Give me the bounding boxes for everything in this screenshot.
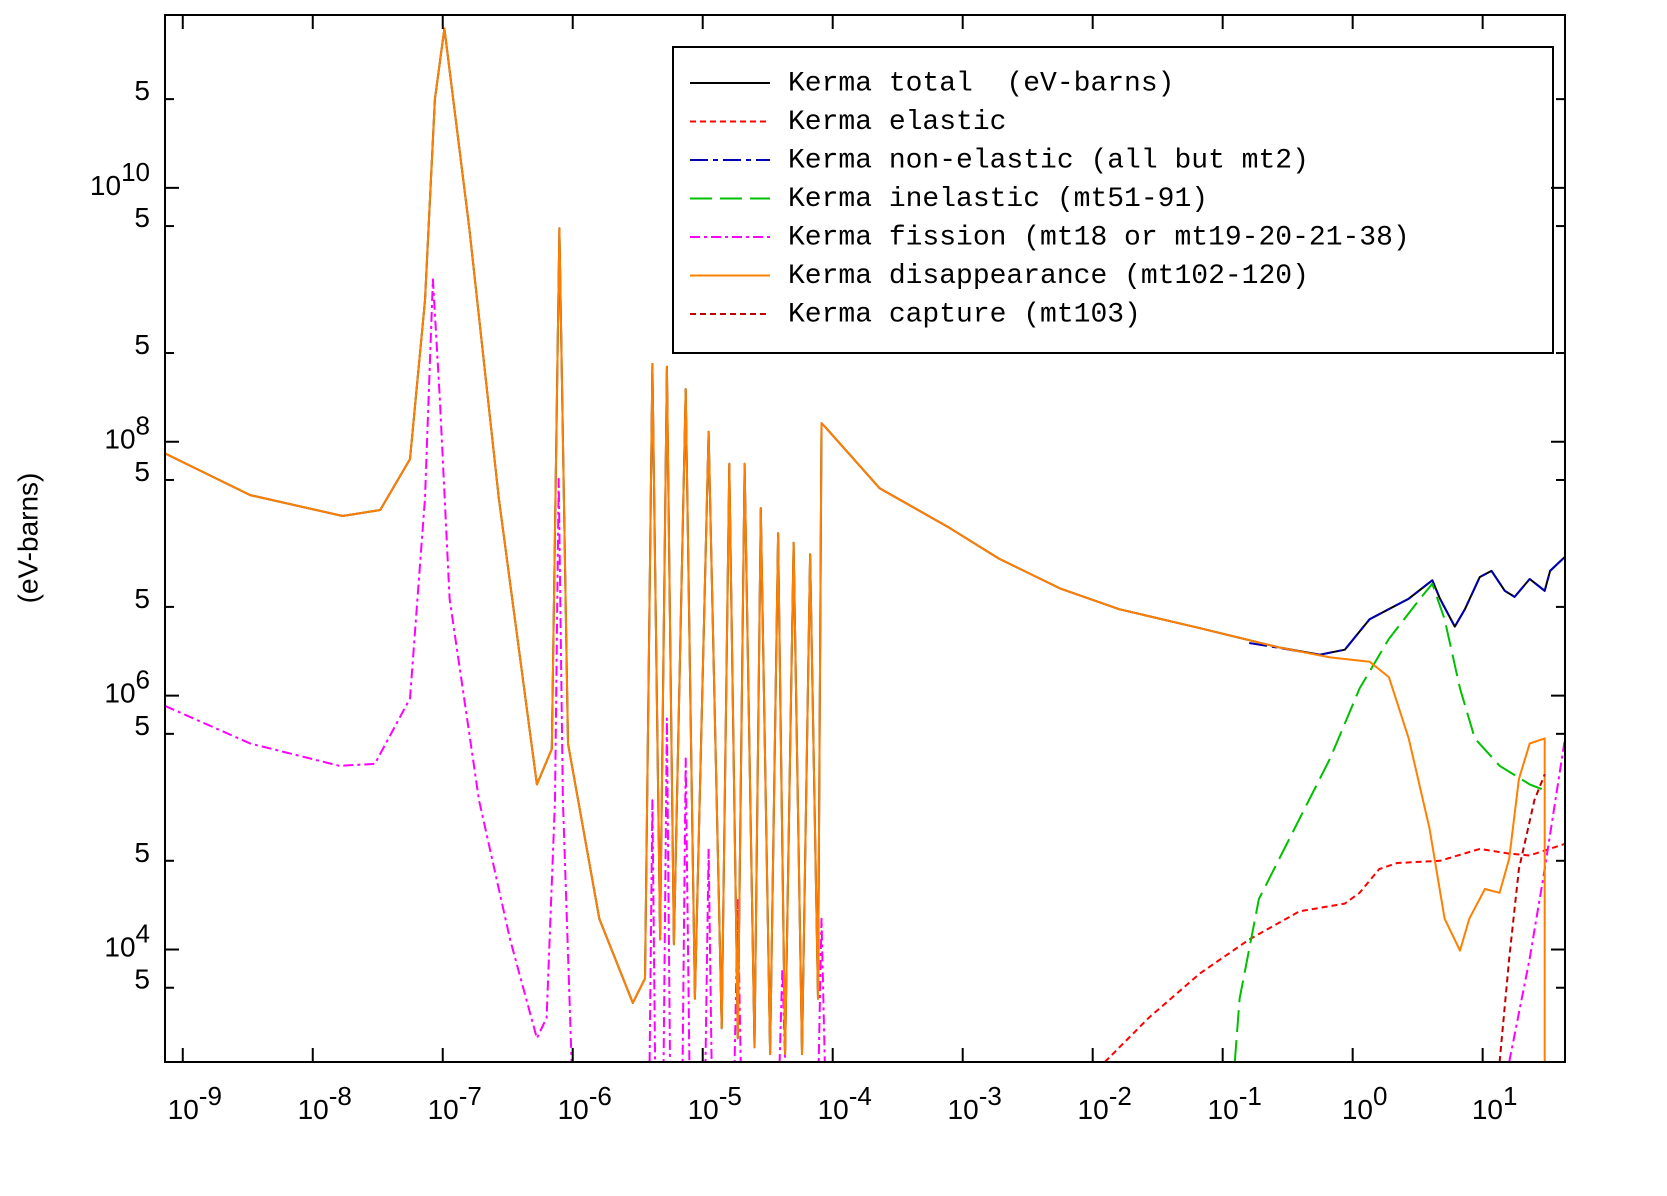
x-tick-label: 10-7 <box>428 1081 482 1126</box>
x-tick-label: 10-3 <box>948 1081 1002 1126</box>
y-tick-label: 5 <box>134 202 150 233</box>
legend-label: Kerma capture (mt103) <box>788 299 1141 330</box>
x-tick-label-base: 10 <box>688 1094 719 1125</box>
y-tick-label-base: 10 <box>104 678 135 709</box>
x-tick-label: 10-2 <box>1078 1081 1132 1126</box>
x-tick-label-exponent: -6 <box>589 1081 612 1111</box>
x-tick-label-base: 10 <box>428 1094 459 1125</box>
x-tick-label-exponent: -9 <box>199 1081 222 1111</box>
y-tick-label-exponent: 4 <box>136 918 150 948</box>
y-tick-label-base: 10 <box>90 170 121 201</box>
x-tick-label: 10-4 <box>818 1081 872 1126</box>
y-tick-label-base: 10 <box>104 424 135 455</box>
y-tick-label-base: 5 <box>134 964 150 995</box>
x-tick-label-base: 10 <box>298 1094 329 1125</box>
y-tick-label: 5 <box>134 964 150 995</box>
y-tick-label: 104 <box>104 918 150 963</box>
plot-area <box>165 27 1565 1062</box>
series-line <box>1249 556 1565 656</box>
y-tick-label: 5 <box>134 710 150 741</box>
x-tick-label-base: 10 <box>1342 1094 1373 1125</box>
legend-label: Kerma disappearance (mt102-120) <box>788 261 1309 292</box>
y-tick-label-base: 5 <box>134 76 150 107</box>
x-tick-label-exponent: -2 <box>1109 1081 1132 1111</box>
x-tick-label: 101 <box>1472 1081 1518 1126</box>
y-tick-label-exponent: 8 <box>136 411 150 441</box>
y-tick-label-base: 5 <box>134 202 150 233</box>
legend-label: Kerma non-elastic (all but mt2) <box>788 145 1309 176</box>
y-tick-label-exponent: 6 <box>136 665 150 695</box>
x-tick-label-exponent: 1 <box>1503 1081 1517 1111</box>
x-tick-label: 10-8 <box>298 1081 352 1126</box>
y-tick-label: 1010 <box>90 157 150 202</box>
y-tick-label-base: 5 <box>134 837 150 868</box>
x-tick-label: 10-6 <box>558 1081 612 1126</box>
series-line <box>165 278 1565 1062</box>
x-tick-label: 10-1 <box>1208 1081 1262 1126</box>
series-line <box>1233 582 1546 1062</box>
y-tick-label-base: 5 <box>134 456 150 487</box>
legend-label: Kerma elastic <box>788 107 1006 138</box>
series-line <box>1104 842 1565 1062</box>
y-tick-label: 5 <box>134 837 150 868</box>
y-tick-label: 5 <box>134 456 150 487</box>
series-line <box>165 27 1546 1062</box>
x-tick-label-exponent: -7 <box>459 1081 482 1111</box>
y-tick-label: 5 <box>134 76 150 107</box>
legend-box <box>672 46 1554 354</box>
x-tick-label-exponent: -4 <box>849 1081 872 1111</box>
y-tick-label-exponent: 10 <box>121 157 150 187</box>
x-tick-label-base: 10 <box>168 1094 199 1125</box>
y-tick-label-base: 5 <box>134 583 150 614</box>
x-tick-label-base: 10 <box>1078 1094 1109 1125</box>
x-tick-label-exponent: -1 <box>1239 1081 1262 1111</box>
y-tick-label: 108 <box>104 411 150 456</box>
y-tick-label-base: 5 <box>134 710 150 741</box>
x-tick-label-exponent: -3 <box>979 1081 1002 1111</box>
x-tick-label-base: 10 <box>1208 1094 1239 1125</box>
y-tick-label: 5 <box>134 583 150 614</box>
x-tick-label-exponent: 0 <box>1373 1081 1387 1111</box>
series-line <box>1498 773 1546 1062</box>
x-tick-label-exponent: -5 <box>719 1081 742 1111</box>
y-tick-label-base: 5 <box>134 329 150 360</box>
x-tick-label-exponent: -8 <box>329 1081 352 1111</box>
plot-frame <box>164 14 1566 1063</box>
y-tick-label: 106 <box>104 665 150 710</box>
x-tick-label-base: 10 <box>558 1094 589 1125</box>
y-axis-label: (eV-barns) <box>12 473 43 604</box>
x-tick-label: 10-9 <box>168 1081 222 1126</box>
x-tick-label-base: 10 <box>948 1094 979 1125</box>
legend-label: Kerma fission (mt18 or mt19-20-21-38) <box>788 222 1410 253</box>
y-tick-label-base: 10 <box>104 932 135 963</box>
y-tick-label: 5 <box>134 329 150 360</box>
x-tick-label-base: 10 <box>1472 1094 1503 1125</box>
x-tick-label: 100 <box>1342 1081 1388 1126</box>
x-tick-label-base: 10 <box>818 1094 849 1125</box>
legend-label: Kerma total (eV-barns) <box>788 68 1174 99</box>
x-tick-label: 10-5 <box>688 1081 742 1126</box>
legend-label: Kerma inelastic (mt51-91) <box>788 184 1208 215</box>
